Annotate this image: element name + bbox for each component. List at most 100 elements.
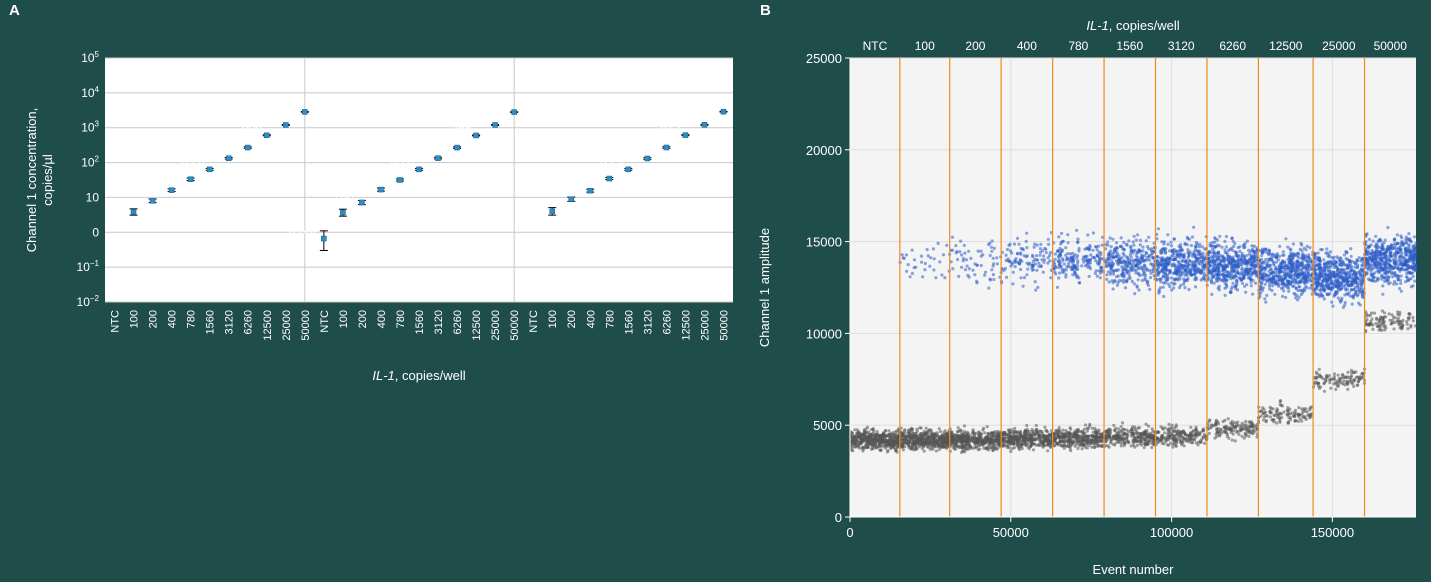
x-tick-label-a: 6260 — [452, 310, 464, 334]
data-point-a — [359, 199, 365, 206]
data-point-a — [225, 155, 232, 162]
x-tick-label-a: 200 — [566, 310, 578, 328]
data-point-a — [130, 209, 137, 215]
data-label-a: 33.3 — [162, 164, 186, 178]
x-tick-label-a: 6260 — [661, 310, 673, 334]
x-tick-label-a: 1560 — [414, 310, 426, 334]
y-tick-label-b: 5000 — [813, 418, 842, 433]
segment-label: 200 — [965, 39, 985, 53]
segment-label: 3120 — [1168, 39, 1195, 53]
x-tick-label-a: 50000 — [718, 310, 730, 341]
data-point-a — [283, 122, 289, 128]
data-label-a: 133 — [204, 143, 224, 157]
positive-droplets — [898, 225, 1418, 309]
data-point-a — [473, 132, 479, 139]
data-label-a: 31.7 — [372, 165, 396, 179]
x-tick-label-a: 100 — [547, 310, 559, 328]
data-label-a: 7.17 — [334, 187, 358, 201]
data-label-a: 16.2 — [143, 175, 167, 189]
y-tick-label-a: 103 — [81, 120, 99, 135]
x-tick-label-a: 6260 — [243, 310, 255, 334]
data-label-a: 1200 — [254, 110, 281, 124]
data-label-a: 16.8 — [353, 175, 377, 189]
x-tick-label-a: 25000 — [699, 310, 711, 341]
chart-a: 10−2 10−1 0 10 102 103 104 105 NTC 100 200 400 780 15… — [24, 50, 733, 383]
data-label-a: 34.8 — [581, 164, 605, 178]
data-label-a: 3.83 — [105, 197, 129, 211]
panel-a-label: A — [9, 2, 20, 19]
data-label-a: 3.68 — [315, 198, 339, 212]
data-point-a — [663, 144, 670, 151]
data-point-a — [435, 155, 441, 161]
x-tick-label-a: 200 — [148, 310, 160, 328]
x-tick-label-b: 0 — [846, 525, 853, 540]
y-tick-label-a: 105 — [81, 50, 99, 65]
x-tick-label-a: NTC — [528, 310, 540, 333]
x-axis-label-a: IL-1, copies/well — [372, 368, 465, 383]
x-tick-label-a: 50000 — [300, 310, 312, 341]
y-tick-label-a: 10−2 — [77, 294, 100, 309]
x-tick-label-a: 400 — [167, 310, 179, 328]
x-tick-label-a: 3120 — [642, 310, 654, 334]
data-label-a: 134 — [413, 143, 433, 157]
data-label-a: 15.6 — [562, 176, 586, 190]
data-label-a: 63.8 — [391, 154, 415, 168]
x-tick-label-a: 780 — [186, 310, 198, 328]
x-axis-label-b: Event number — [1093, 562, 1175, 577]
data-point-a — [587, 187, 594, 194]
data-point-a — [321, 235, 327, 242]
data-point-a — [701, 122, 708, 128]
x-tick-label-a: NTC — [319, 310, 331, 333]
data-point-a — [606, 175, 613, 182]
x-tick-label-a: NTC — [110, 310, 122, 333]
y-axis-label-a-line2: copies/µl — [40, 154, 55, 206]
y-tick-label-b: 0 — [835, 510, 842, 525]
data-label-a: 131 — [622, 143, 642, 157]
data-point-a — [168, 187, 175, 193]
segment-label: 12500 — [1269, 39, 1303, 53]
y-tick-label-a: 0 — [92, 225, 99, 239]
data-label-a: 63.8 — [181, 154, 205, 168]
x-tick-label-a: 1560 — [623, 310, 635, 334]
data-label-a: 271 — [641, 132, 661, 146]
data-label-a: 599 — [451, 120, 471, 134]
data-point-a — [149, 198, 156, 204]
x-tick-label-a: 50000 — [509, 310, 521, 341]
x-tick-label-b: 150000 — [1311, 525, 1354, 540]
data-label-a: 3.99 — [524, 196, 548, 210]
data-point-a — [549, 208, 555, 215]
x-tick-label-a: 780 — [604, 310, 616, 328]
x-tick-label-a: 1560 — [205, 310, 217, 334]
data-label-a: 270 — [223, 133, 243, 147]
segment-label: 50000 — [1374, 39, 1408, 53]
data-point-a — [187, 176, 194, 182]
y-axis-label-b: Channel 1 amplitude — [757, 228, 772, 347]
data-point-a — [416, 166, 422, 173]
segment-label: NTC — [863, 39, 888, 53]
data-label-a: 8.9 — [550, 184, 567, 198]
data-label-a: 1210 — [673, 110, 700, 124]
data-label-a: 2880 — [692, 97, 719, 111]
data-label-a: 2810 — [482, 97, 509, 111]
panel-b-label: B — [760, 2, 771, 19]
data-label-a: 63.9 — [600, 154, 624, 168]
y-tick-label-a: 10 — [86, 190, 100, 204]
data-label-a: 269 — [432, 133, 452, 147]
y-axis-label-a: Channel 1 concentration, — [24, 108, 39, 253]
data-label-a: 613 — [660, 120, 680, 134]
x-tick-label-a: 12500 — [471, 310, 483, 341]
data-point-a — [568, 196, 574, 202]
data-point-a — [644, 155, 651, 162]
y-tick-label-a: 10−1 — [77, 259, 100, 274]
data-label-a: 1200 — [463, 110, 490, 124]
y-tick-label-b: 10000 — [806, 326, 842, 341]
data-point-a — [720, 108, 727, 115]
x-tick-label-a: 12500 — [262, 310, 274, 341]
data-point-a — [682, 132, 689, 138]
data-label-a: 606 — [242, 120, 262, 134]
y-tick-label-b: 20000 — [806, 143, 842, 158]
x-tick-label-b: 100000 — [1150, 525, 1193, 540]
segment-label: 6260 — [1219, 39, 1246, 53]
x-tick-label-a: 400 — [585, 310, 597, 328]
